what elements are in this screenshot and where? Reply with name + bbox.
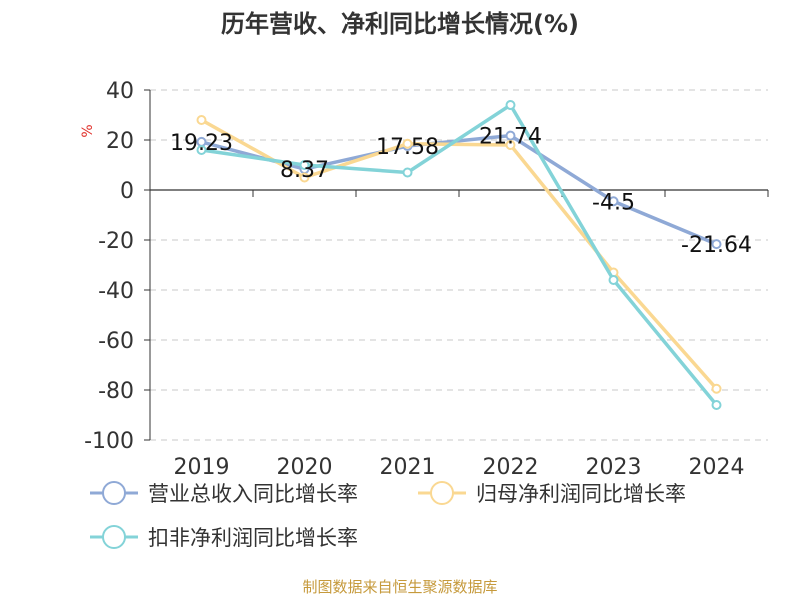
data-point bbox=[711, 239, 722, 250]
data-label: 8.37 bbox=[280, 158, 329, 183]
x-tick-label: 2019 bbox=[174, 455, 230, 480]
y-tick-label: -100 bbox=[84, 429, 134, 454]
data-label: 21.74 bbox=[479, 125, 542, 150]
data-point bbox=[505, 140, 516, 150]
data-point bbox=[505, 130, 516, 141]
chart-title: 历年营收、净利同比增长情况(%) bbox=[221, 10, 579, 38]
series-line-2 bbox=[200, 118, 718, 390]
data-point bbox=[402, 167, 413, 178]
data-label: -21.64 bbox=[681, 233, 752, 258]
data-point bbox=[711, 383, 722, 394]
legend-circle-icon bbox=[430, 481, 454, 505]
data-point bbox=[402, 138, 413, 149]
data-point bbox=[299, 172, 310, 183]
x-tick-label: 2024 bbox=[689, 455, 745, 480]
data-point bbox=[608, 275, 619, 285]
y-tick-label: 20 bbox=[106, 129, 134, 154]
data-label: 19.23 bbox=[170, 131, 233, 156]
legend-item: 归母净利润同比增长率 bbox=[418, 481, 686, 506]
x-tick-label: 2023 bbox=[586, 455, 642, 480]
legend-item: 营业总收入同比增长率 bbox=[90, 481, 358, 506]
data-label-layer: 19.23 8.37 17.58 21.74 -4.5 -21.64 bbox=[170, 125, 752, 258]
data-point bbox=[299, 160, 310, 170]
x-tick-label: 2021 bbox=[380, 455, 436, 480]
series-layer bbox=[196, 100, 722, 410]
y-tick-label: 0 bbox=[120, 179, 134, 204]
data-label: 17.58 bbox=[376, 135, 439, 160]
x-tick-label: 2020 bbox=[277, 455, 333, 480]
data-point bbox=[196, 145, 207, 155]
y-tick-label: 40 bbox=[106, 79, 134, 104]
series-line-1 bbox=[201, 133, 718, 246]
y-tick-label: -80 bbox=[98, 379, 134, 404]
data-point bbox=[196, 115, 207, 125]
y-tick-label: -60 bbox=[98, 329, 134, 354]
legend-circle-icon bbox=[102, 481, 126, 505]
axis-layer: 40 20 0 -20 -40 -60 -80 -100 2019 2020 2021 2022 202… bbox=[84, 79, 769, 480]
y-axis-unit-label: % bbox=[80, 124, 96, 137]
legend-circle-icon bbox=[102, 525, 126, 549]
source-footer: 制图数据来自恒生聚源数据库 bbox=[302, 578, 497, 596]
legend-item: 扣非净利润同比增长率 bbox=[90, 525, 358, 550]
y-tick-label: -20 bbox=[98, 229, 134, 254]
data-point bbox=[608, 196, 619, 207]
y-tick-label: -40 bbox=[98, 279, 134, 304]
legend-label: 扣非净利润同比增长率 bbox=[148, 526, 358, 550]
legend-label: 营业总收入同比增长率 bbox=[148, 482, 358, 506]
legend-label: 归母净利润同比增长率 bbox=[476, 482, 686, 506]
series-line-3 bbox=[201, 103, 718, 407]
data-point bbox=[711, 400, 722, 410]
data-point bbox=[505, 100, 516, 110]
data-label: -4.5 bbox=[592, 190, 635, 215]
x-tick-label: 2022 bbox=[483, 455, 539, 480]
